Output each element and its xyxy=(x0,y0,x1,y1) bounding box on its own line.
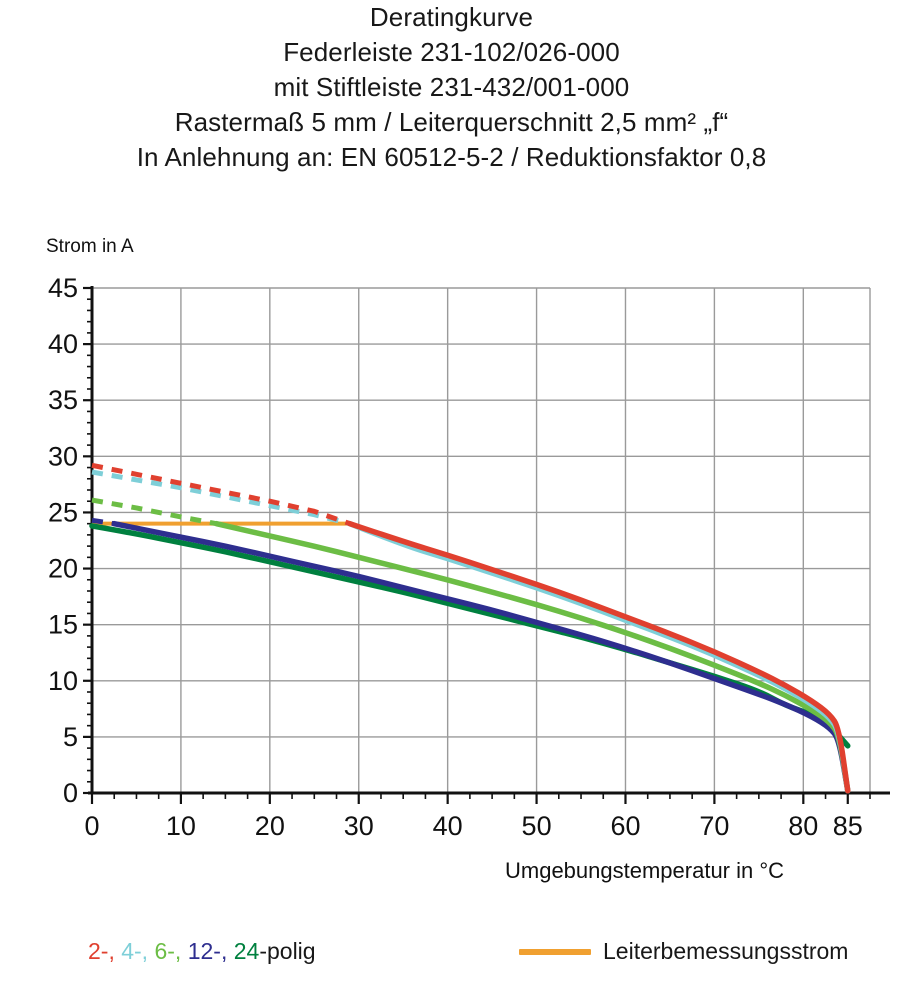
y-tick-label: 10 xyxy=(48,666,78,696)
title-line-5: In Anlehnung an: EN 60512-5-2 / Reduktio… xyxy=(136,142,767,172)
y-tick-label: 5 xyxy=(63,722,78,752)
y-tick-label: 30 xyxy=(48,441,78,471)
chart-title-block: Deratingkurve Federleiste 231-102/026-00… xyxy=(0,0,903,175)
series-dashed-2-polig xyxy=(91,462,351,527)
series-dashed-4-polig xyxy=(91,469,351,527)
chart-legend: 2-, 4-, 6-, 12-, 24-polig Leiterbemessun… xyxy=(0,928,903,988)
series-solid-24-polig xyxy=(89,523,851,749)
x-tick-label: 80 xyxy=(788,811,818,841)
series-solid-2-polig xyxy=(347,520,851,794)
title-line-3: mit Stiftleiste 231-432/001-000 xyxy=(273,72,630,102)
legend-pole-4: 24 xyxy=(233,938,260,964)
series-dashed-6-polig xyxy=(91,497,217,527)
title-line-2: Federleiste 231-102/026-000 xyxy=(283,37,620,67)
series-solid-12-polig xyxy=(111,520,851,794)
title-line-4: Rastermaß 5 mm / Leiterquerschnitt 2,5 m… xyxy=(174,107,729,137)
y-tick-label: 40 xyxy=(48,329,78,359)
legend-rated-current: Leiterbemessungsstrom xyxy=(519,938,848,965)
x-tick-label: 40 xyxy=(433,811,463,841)
y-tick-label: 0 xyxy=(63,778,78,808)
title-line-1: Deratingkurve xyxy=(369,2,534,32)
x-axis-label: Umgebungstemperatur in °C xyxy=(505,858,785,883)
series-solid-4-polig xyxy=(347,520,851,794)
legend-pole-0: 2-, xyxy=(88,938,122,964)
y-tick-label: 20 xyxy=(48,554,78,584)
x-tick-label: 85 xyxy=(833,811,863,841)
y-tick-label: 45 xyxy=(48,273,78,303)
legend-poles-suffix: -polig xyxy=(259,938,316,964)
x-tick-label: 0 xyxy=(84,811,99,841)
x-tick-label: 20 xyxy=(255,811,285,841)
series-solid-6-polig xyxy=(213,520,851,794)
legend-pole-3: 12-, xyxy=(187,938,234,964)
x-tick-label: 70 xyxy=(699,811,729,841)
legend-pole-2: 6-, xyxy=(154,938,188,964)
legend-poles: 2-, 4-, 6-, 12-, 24-polig xyxy=(88,938,316,965)
x-tick-label: 50 xyxy=(522,811,552,841)
y-axis-label: Strom in A xyxy=(46,236,134,257)
series-dashed-12-polig xyxy=(91,517,115,527)
x-tick-label: 10 xyxy=(166,811,196,841)
legend-pole-1: 4-, xyxy=(121,938,155,964)
y-tick-label: 25 xyxy=(48,497,78,527)
rated-current-label: Leiterbemessungsstrom xyxy=(603,938,849,964)
y-tick-label: 15 xyxy=(48,610,78,640)
y-tick-label: 35 xyxy=(48,385,78,415)
x-tick-label: 30 xyxy=(344,811,374,841)
x-tick-label: 60 xyxy=(610,811,640,841)
rated-current-line-swatch xyxy=(519,948,591,955)
